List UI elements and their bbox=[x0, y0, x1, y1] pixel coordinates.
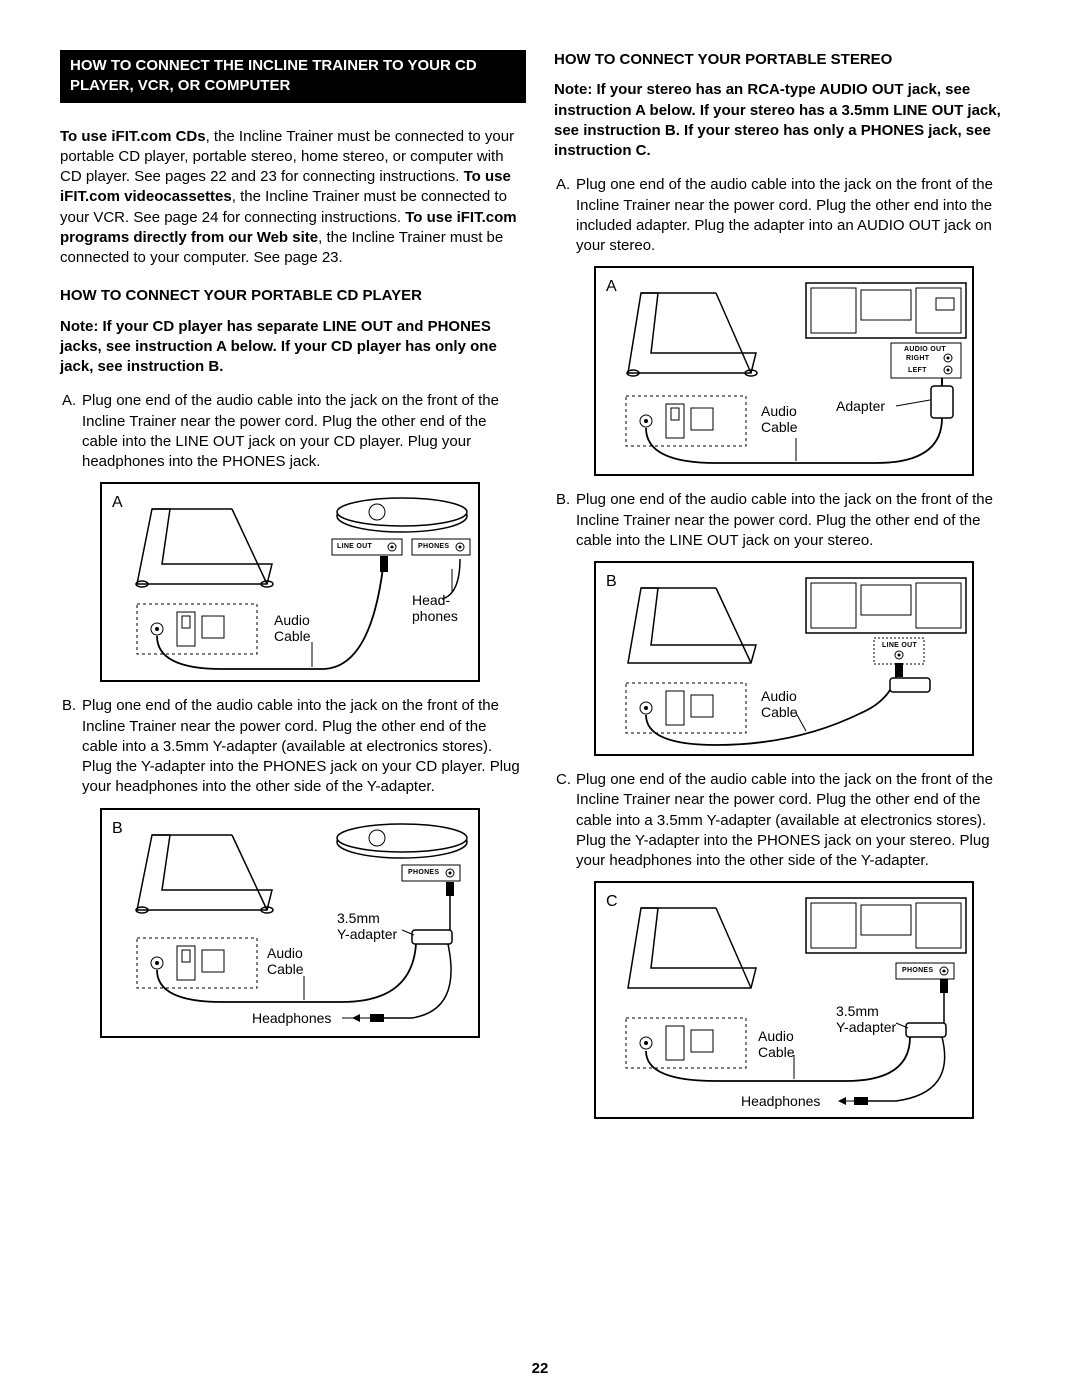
diagram-cd-b: B bbox=[100, 808, 480, 1038]
diagram-svg bbox=[102, 484, 480, 682]
audio-cable-label: Audio Cable bbox=[758, 1028, 795, 1060]
left-item-a: A. Plug one end of the audio cable into … bbox=[60, 391, 526, 472]
right-item-c: C. Plug one end of the audio cable into … bbox=[554, 770, 1020, 871]
right-item-a: A. Plug one end of the audio cable into … bbox=[554, 175, 1020, 256]
letter-b: B. bbox=[62, 696, 82, 797]
letter-a: A. bbox=[62, 391, 82, 472]
intro-bold-1: To use iFIT.com CDs bbox=[60, 128, 206, 145]
yadapter-label: 3.5mm Y-adapter bbox=[337, 910, 397, 942]
left-label: LEFT bbox=[908, 366, 927, 375]
diagram-svg bbox=[596, 563, 974, 756]
right-column: HOW TO CONNECT YOUR PORTABLE STEREO Note… bbox=[554, 50, 1020, 1133]
body-a: Plug one end of the audio cable into the… bbox=[576, 175, 1020, 256]
audio-cable-label: Audio Cable bbox=[267, 945, 304, 977]
left-header: HOW TO CONNECT THE INCLINE TRAINER TO YO… bbox=[60, 50, 526, 103]
lineout-label: LINE OUT bbox=[337, 542, 372, 551]
cd-player-note: Note: If your CD player has separate LIN… bbox=[60, 317, 526, 378]
diagram-stereo-b: B bbox=[594, 561, 974, 756]
stereo-header: HOW TO CONNECT YOUR PORTABLE STEREO bbox=[554, 50, 1020, 70]
adapter-label: Adapter bbox=[836, 398, 885, 414]
cd-player-header: HOW TO CONNECT YOUR PORTABLE CD PLAYER bbox=[60, 286, 526, 306]
stereo-note: Note: If your stereo has an RCA-type AUD… bbox=[554, 80, 1020, 161]
letter-a: A. bbox=[556, 175, 576, 256]
page-number: 22 bbox=[0, 1359, 1080, 1379]
diagram-svg bbox=[596, 883, 974, 1119]
intro-paragraph: To use iFIT.com CDs, the Incline Trainer… bbox=[60, 127, 526, 269]
right-label: RIGHT bbox=[906, 354, 929, 363]
diagram-cd-a: A bbox=[100, 482, 480, 682]
body-b: Plug one end of the audio cable into the… bbox=[82, 696, 526, 797]
phones-label: PHONES bbox=[902, 966, 933, 975]
diagram-stereo-a: A bbox=[594, 266, 974, 476]
left-column: HOW TO CONNECT THE INCLINE TRAINER TO YO… bbox=[60, 50, 526, 1133]
right-item-b: B. Plug one end of the audio cable into … bbox=[554, 490, 1020, 551]
left-item-b: B. Plug one end of the audio cable into … bbox=[60, 696, 526, 797]
phones-label: PHONES bbox=[408, 868, 439, 877]
audio-cable-label: Audio Cable bbox=[761, 403, 798, 435]
body-b: Plug one end of the audio cable into the… bbox=[576, 490, 1020, 551]
phones-label: PHONES bbox=[418, 542, 449, 551]
headphones-label: Headphones bbox=[252, 1010, 331, 1026]
diagram-svg bbox=[102, 810, 480, 1038]
yadapter-label: 3.5mm Y-adapter bbox=[836, 1003, 896, 1035]
audio-cable-label: Audio Cable bbox=[761, 688, 798, 720]
headphones-label: Head- phones bbox=[412, 592, 458, 624]
audio-cable-label: Audio Cable bbox=[274, 612, 311, 644]
letter-b: B. bbox=[556, 490, 576, 551]
body-c: Plug one end of the audio cable into the… bbox=[576, 770, 1020, 871]
two-column-layout: HOW TO CONNECT THE INCLINE TRAINER TO YO… bbox=[60, 50, 1020, 1133]
diagram-stereo-c: C bbox=[594, 881, 974, 1119]
letter-c: C. bbox=[556, 770, 576, 871]
lineout-label: LINE OUT bbox=[882, 641, 917, 650]
headphones-label: Headphones bbox=[741, 1093, 820, 1109]
body-a: Plug one end of the audio cable into the… bbox=[82, 391, 526, 472]
